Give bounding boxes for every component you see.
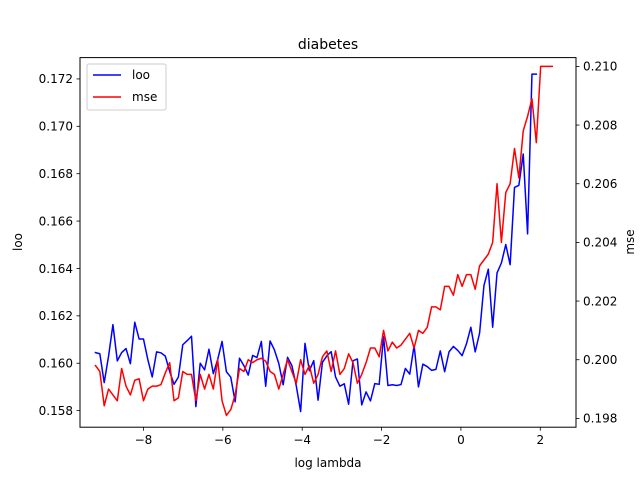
legend-label-loo: loo — [132, 68, 150, 82]
y-left-tick-label: 0.158 — [39, 404, 73, 418]
y-left-tick-label: 0.172 — [39, 72, 73, 86]
y-axis-label-right: mse — [623, 229, 637, 254]
y-left-tick-label: 0.160 — [39, 357, 73, 371]
x-axis-label: log lambda — [294, 456, 361, 470]
legend: loo mse — [86, 63, 167, 111]
x-tick-label: 2 — [536, 433, 544, 447]
y-right-tick-label: 0.208 — [583, 118, 617, 132]
y-right-tick-label: 0.198 — [583, 412, 617, 426]
y-left-tick-label: 0.166 — [39, 214, 73, 228]
y-right-tick-label: 0.202 — [583, 294, 617, 308]
y-right-tick-label: 0.210 — [583, 60, 617, 74]
legend-label-mse: mse — [132, 90, 157, 104]
y-axis-label-left: loo — [11, 233, 25, 251]
plot-layer — [94, 65, 553, 417]
x-tick-label: −8 — [135, 433, 153, 447]
y-right-tick-label: 0.206 — [583, 177, 617, 191]
y-left-tick-label: 0.168 — [39, 167, 73, 181]
x-tick-label: −6 — [214, 433, 232, 447]
ticks-layer: −8 −6 −4 −2 0 2 0.158 0.160 0.162 0.164 0.166 0.168… — [39, 60, 618, 448]
y-left-tick-label: 0.162 — [39, 309, 73, 323]
y-right-tick-label: 0.200 — [583, 353, 617, 367]
x-tick-label: 0 — [457, 433, 465, 447]
y-right-tick-label: 0.204 — [583, 236, 617, 250]
x-tick-label: −4 — [293, 433, 311, 447]
series-line-mse — [94, 65, 553, 417]
y-left-tick-label: 0.170 — [39, 120, 73, 134]
y-left-tick-label: 0.164 — [39, 262, 73, 276]
x-tick-label: −2 — [373, 433, 391, 447]
chart-title: diabetes — [298, 37, 358, 53]
